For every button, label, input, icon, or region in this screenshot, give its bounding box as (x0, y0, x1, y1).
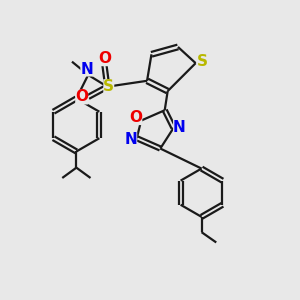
Text: N: N (173, 120, 186, 135)
Text: N: N (124, 132, 137, 147)
Text: O: O (129, 110, 142, 125)
Text: S: S (196, 54, 208, 69)
Text: N: N (80, 61, 93, 76)
Text: O: O (75, 89, 88, 104)
Text: S: S (103, 79, 114, 94)
Text: O: O (98, 51, 112, 66)
